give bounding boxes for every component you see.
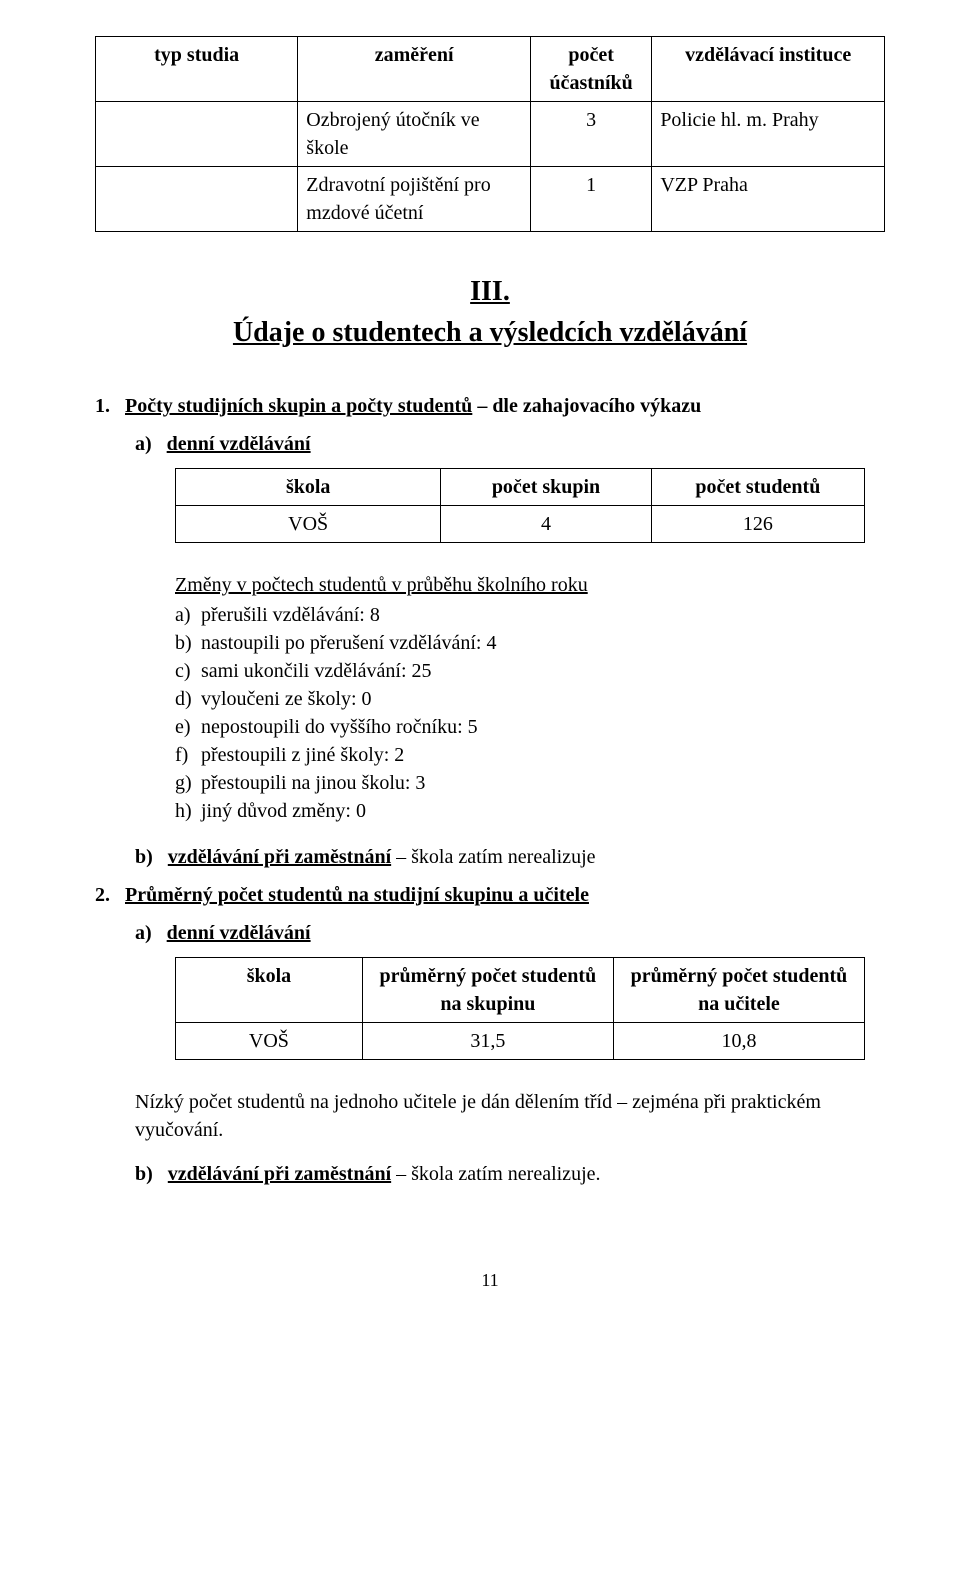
sub-tail: – škola zatím nerealizuje (391, 846, 595, 868)
cell: Zdravotní pojištění pro mzdové účetní (298, 167, 531, 232)
sub-letter: b) (135, 846, 153, 868)
item-letter: b) (175, 629, 201, 657)
section-heading: III. Údaje o studentech a výsledcích vzd… (95, 272, 885, 352)
list-item: g)přestoupili na jinou školu: 3 (175, 769, 885, 797)
sub-tail: – škola zatím nerealizuje. (391, 1163, 600, 1185)
item-text: přerušili vzdělávání: 8 (201, 604, 380, 626)
item-text: sami ukončili vzdělávání: 25 (201, 660, 432, 682)
student-counts-table: škola počet skupin počet studentů VOŠ 4 … (175, 468, 865, 543)
cell: 31,5 (362, 1023, 613, 1060)
item-title: Průměrný počet studentů na studijní skup… (125, 884, 589, 906)
section-number: III. (95, 272, 885, 311)
cell: 4 (441, 506, 651, 543)
section-title: Údaje o studentech a výsledcích vzdělává… (233, 317, 747, 348)
cell: Policie hl. m. Prahy (652, 102, 885, 167)
item-title: Počty studijních skupin a počty studentů (125, 395, 472, 417)
averages-table: škola průměrný počet studentů na skupinu… (175, 957, 865, 1060)
sub-title: denní vzdělávání (167, 922, 311, 944)
item-number: 2. (95, 884, 110, 906)
col-header: škola (176, 958, 363, 1023)
document-page: typ studia zaměření počet účastníků vzdě… (0, 0, 960, 1324)
col-header: zaměření (298, 37, 531, 102)
numbered-item-2: 2. Průměrný počet studentů na studijní s… (95, 881, 885, 909)
cell: VOŠ (176, 1023, 363, 1060)
cell: 3 (530, 102, 651, 167)
item-text: přestoupili z jiné školy: 2 (201, 744, 404, 766)
list-item: d)vyloučeni ze školy: 0 (175, 685, 885, 713)
list-item: e)nepostoupili do vyššího ročníku: 5 (175, 713, 885, 741)
item-letter: g) (175, 769, 201, 797)
cell: VZP Praha (652, 167, 885, 232)
cell: 1 (530, 167, 651, 232)
item-letter: f) (175, 741, 201, 769)
col-header: počet studentů (651, 469, 864, 506)
col-header: průměrný počet studentů na skupinu (362, 958, 613, 1023)
col-header: vzdělávací instituce (652, 37, 885, 102)
col-header: průměrný počet studentů na učitele (613, 958, 864, 1023)
numbered-item-1: 1. Počty studijních skupin a počty stude… (95, 392, 885, 420)
cell: 126 (651, 506, 864, 543)
sub-title: denní vzdělávání (167, 433, 311, 455)
cell: Ozbrojený útočník ve škole (298, 102, 531, 167)
col-header: typ studia (96, 37, 298, 102)
item-text: nastoupili po přerušení vzdělávání: 4 (201, 632, 496, 654)
page-number: 11 (95, 1268, 885, 1293)
item-letter: a) (175, 601, 201, 629)
list-item: a)přerušili vzdělávání: 8 (175, 601, 885, 629)
sub-title: vzdělávání při zaměstnání (168, 1163, 391, 1185)
cell: VOŠ (176, 506, 441, 543)
changes-heading: Změny v počtech studentů v průběhu školn… (175, 571, 885, 599)
cell: 10,8 (613, 1023, 864, 1060)
cell (96, 167, 298, 232)
sub-item-2b: b) vzdělávání při zaměstnání – škola zat… (135, 1160, 885, 1188)
col-header: škola (176, 469, 441, 506)
table-header-row: typ studia zaměření počet účastníků vzdě… (96, 37, 885, 102)
item-tail: – dle zahajovacího výkazu (472, 395, 701, 417)
list-item: c)sami ukončili vzdělávání: 25 (175, 657, 885, 685)
training-table: typ studia zaměření počet účastníků vzdě… (95, 36, 885, 232)
table-header-row: škola počet skupin počet studentů (176, 469, 865, 506)
sub-item-1b: b) vzdělávání při zaměstnání – škola zat… (135, 843, 885, 871)
item-letter: h) (175, 797, 201, 825)
table-row: Zdravotní pojištění pro mzdové účetní 1 … (96, 167, 885, 232)
col-header: počet skupin (441, 469, 651, 506)
col-header: počet účastníků (530, 37, 651, 102)
item-letter: d) (175, 685, 201, 713)
table-row: Ozbrojený útočník ve škole 3 Policie hl.… (96, 102, 885, 167)
sub-letter: b) (135, 1163, 153, 1185)
changes-block: Změny v počtech studentů v průběhu školn… (175, 571, 885, 825)
item-number: 1. (95, 395, 110, 417)
item-letter: e) (175, 713, 201, 741)
item-text: nepostoupili do vyššího ročníku: 5 (201, 716, 478, 738)
sub-letter: a) (135, 922, 152, 944)
sub-item-2a: a) denní vzdělávání (135, 919, 885, 947)
list-item: h)jiný důvod změny: 0 (175, 797, 885, 825)
item-text: přestoupili na jinou školu: 3 (201, 772, 425, 794)
table-header-row: škola průměrný počet studentů na skupinu… (176, 958, 865, 1023)
list-item: b)nastoupili po přerušení vzdělávání: 4 (175, 629, 885, 657)
cell (96, 102, 298, 167)
sub-letter: a) (135, 433, 152, 455)
sub-title: vzdělávání při zaměstnání (168, 846, 391, 868)
paragraph: Nízký počet studentů na jednoho učitele … (135, 1088, 885, 1144)
item-text: jiný důvod změny: 0 (201, 800, 366, 822)
item-text: vyloučeni ze školy: 0 (201, 688, 372, 710)
changes-list: a)přerušili vzdělávání: 8 b)nastoupili p… (175, 601, 885, 825)
table-row: VOŠ 4 126 (176, 506, 865, 543)
item-letter: c) (175, 657, 201, 685)
sub-item-1a: a) denní vzdělávání (135, 430, 885, 458)
table-row: VOŠ 31,5 10,8 (176, 1023, 865, 1060)
list-item: f)přestoupili z jiné školy: 2 (175, 741, 885, 769)
